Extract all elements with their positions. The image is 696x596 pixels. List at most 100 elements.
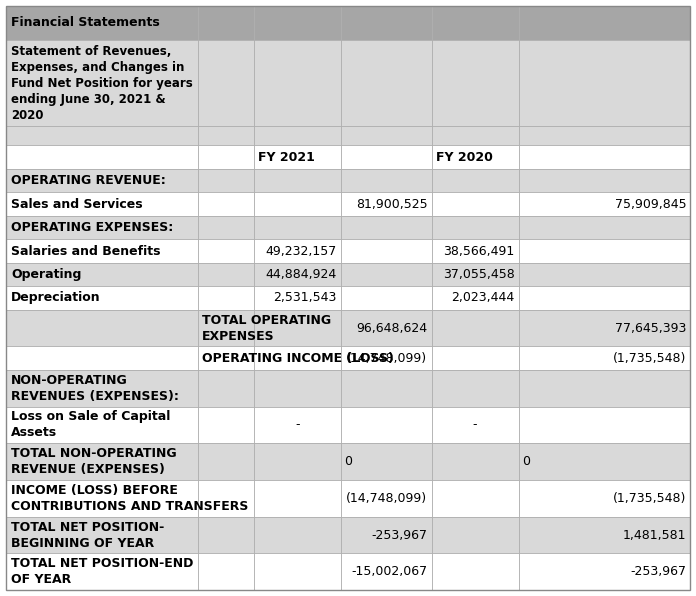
Text: 0: 0 xyxy=(345,455,352,468)
Bar xyxy=(519,310,690,346)
Text: Operating: Operating xyxy=(11,268,81,281)
Text: Depreciation: Depreciation xyxy=(11,291,101,305)
Bar xyxy=(198,310,254,346)
Text: Loss on Sale of Capital
Assets: Loss on Sale of Capital Assets xyxy=(11,411,171,439)
Text: 81,900,525: 81,900,525 xyxy=(356,198,427,210)
Bar xyxy=(198,263,254,286)
Text: Salaries and Benefits: Salaries and Benefits xyxy=(11,244,161,257)
Bar xyxy=(341,406,432,443)
Text: FY 2020: FY 2020 xyxy=(436,151,493,164)
Bar xyxy=(519,286,690,310)
Bar xyxy=(6,286,198,310)
Bar xyxy=(519,553,690,590)
Bar xyxy=(6,216,690,240)
Bar xyxy=(6,370,198,406)
Bar xyxy=(198,443,254,480)
Bar xyxy=(6,406,690,443)
Bar xyxy=(432,286,519,310)
Bar xyxy=(432,553,519,590)
Bar xyxy=(519,40,690,126)
Bar xyxy=(341,370,432,406)
Text: (1,735,548): (1,735,548) xyxy=(613,352,686,365)
Bar xyxy=(198,169,254,193)
Bar xyxy=(198,370,254,406)
Bar xyxy=(519,480,690,517)
Bar xyxy=(341,553,432,590)
Text: 75,909,845: 75,909,845 xyxy=(615,198,686,210)
Bar xyxy=(519,406,690,443)
Text: 2,531,543: 2,531,543 xyxy=(274,291,337,305)
Text: OPERATING INCOME (LOSS): OPERATING INCOME (LOSS) xyxy=(202,352,394,365)
Bar xyxy=(6,480,690,517)
Bar xyxy=(341,480,432,517)
Bar xyxy=(254,553,341,590)
Bar xyxy=(6,40,198,126)
Bar xyxy=(519,240,690,263)
Text: OPERATING REVENUE:: OPERATING REVENUE: xyxy=(11,174,166,187)
Bar xyxy=(254,406,341,443)
Text: 37,055,458: 37,055,458 xyxy=(443,268,514,281)
Bar xyxy=(341,40,432,126)
Bar xyxy=(341,169,432,193)
Bar xyxy=(198,6,254,40)
Bar xyxy=(432,240,519,263)
Text: Statement of Revenues,
Expenses, and Changes in
Fund Net Position for years
endi: Statement of Revenues, Expenses, and Cha… xyxy=(11,45,193,122)
Bar xyxy=(341,263,432,286)
Bar xyxy=(432,517,519,553)
Text: (14,748,099): (14,748,099) xyxy=(346,492,427,505)
Bar xyxy=(432,6,519,40)
Bar xyxy=(519,517,690,553)
Bar xyxy=(198,346,254,370)
Bar xyxy=(198,553,254,590)
Bar xyxy=(6,310,690,346)
Text: OPERATING EXPENSES:: OPERATING EXPENSES: xyxy=(11,221,173,234)
Text: -253,967: -253,967 xyxy=(372,529,427,542)
Bar xyxy=(254,126,341,145)
Bar xyxy=(341,193,432,216)
Bar xyxy=(432,126,519,145)
Bar xyxy=(6,443,690,480)
Text: NON-OPERATING
REVENUES (EXPENSES):: NON-OPERATING REVENUES (EXPENSES): xyxy=(11,374,179,403)
Bar xyxy=(432,443,519,480)
Bar xyxy=(254,480,341,517)
Bar xyxy=(519,126,690,145)
Bar xyxy=(254,145,341,169)
Bar xyxy=(341,240,432,263)
Text: FY 2021: FY 2021 xyxy=(258,151,315,164)
Bar xyxy=(432,370,519,406)
Bar xyxy=(254,310,341,346)
Bar xyxy=(519,216,690,240)
Bar xyxy=(341,145,432,169)
Bar xyxy=(432,310,519,346)
Bar xyxy=(6,40,690,126)
Text: -15,002,067: -15,002,067 xyxy=(351,565,427,578)
Bar xyxy=(254,6,341,40)
Bar xyxy=(198,145,254,169)
Bar xyxy=(198,286,254,310)
Bar xyxy=(519,145,690,169)
Bar xyxy=(254,40,341,126)
Bar xyxy=(432,169,519,193)
Text: 49,232,157: 49,232,157 xyxy=(266,244,337,257)
Bar xyxy=(6,126,690,145)
Bar xyxy=(254,169,341,193)
Bar xyxy=(519,169,690,193)
Bar xyxy=(6,169,690,193)
Text: 2,023,444: 2,023,444 xyxy=(451,291,514,305)
Bar xyxy=(341,286,432,310)
Bar xyxy=(6,480,198,517)
Bar xyxy=(432,263,519,286)
Bar xyxy=(341,443,432,480)
Bar xyxy=(6,286,690,310)
Bar xyxy=(6,406,198,443)
Bar xyxy=(198,126,254,145)
Bar xyxy=(6,553,690,590)
Text: (14,748,099): (14,748,099) xyxy=(346,352,427,365)
Bar xyxy=(198,480,254,517)
Bar xyxy=(341,216,432,240)
Bar xyxy=(519,6,690,40)
Bar xyxy=(6,169,198,193)
Text: Sales and Services: Sales and Services xyxy=(11,198,143,210)
Bar xyxy=(198,216,254,240)
Text: -: - xyxy=(295,418,300,432)
